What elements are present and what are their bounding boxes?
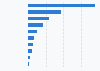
Bar	[28, 30, 37, 33]
Bar	[28, 62, 29, 66]
Bar	[28, 4, 94, 7]
Bar	[28, 10, 61, 14]
Bar	[28, 56, 30, 59]
Bar	[28, 36, 34, 40]
Bar	[28, 43, 33, 46]
Bar	[28, 23, 43, 27]
Bar	[28, 17, 49, 20]
Bar	[28, 49, 32, 53]
